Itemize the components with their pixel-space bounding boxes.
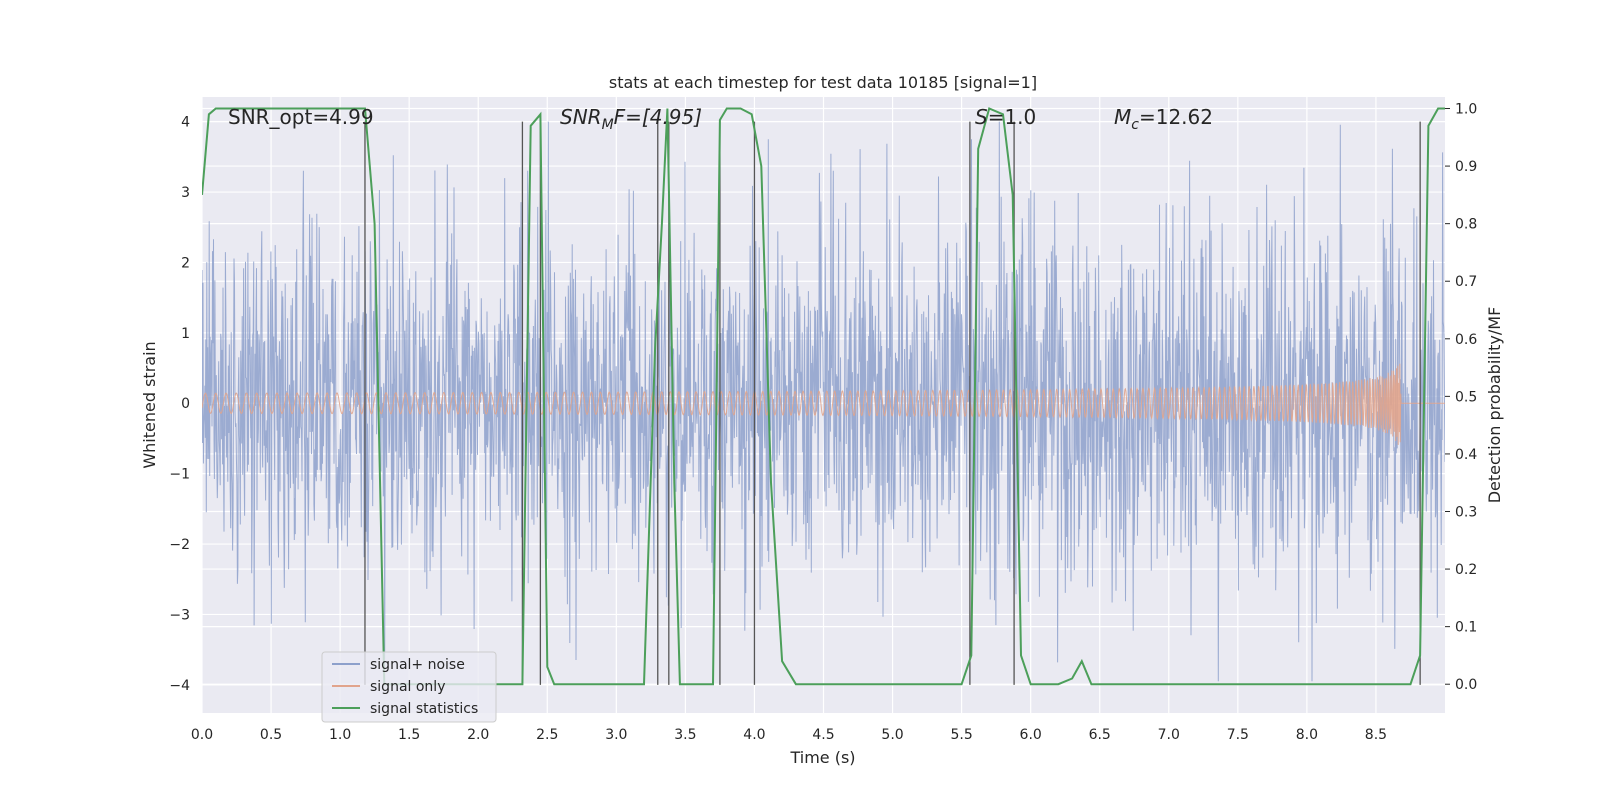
annotation-s-rest: =1.0 [988, 105, 1037, 129]
y-left-tick-label-4: 0 [181, 396, 190, 412]
y-right-tick-label-4: 0.6 [1455, 332, 1477, 348]
annotation-snr-mf-italic: SNR [560, 105, 602, 129]
x-tick-label-6: 3.0 [605, 727, 627, 743]
signal-noise-series [202, 121, 1445, 682]
y-right-tick-label-2: 0.8 [1455, 217, 1477, 233]
x-tick-label-10: 5.0 [881, 727, 903, 743]
x-tick-label-14: 7.0 [1158, 727, 1180, 743]
chart-title: stats at each timestep for test data 101… [609, 73, 1037, 92]
y-right-tick-label-3: 0.7 [1455, 274, 1477, 290]
y-right-tick-label-5: 0.5 [1455, 389, 1477, 405]
annotation-snr-mf: SNRMF=[4.95] [560, 105, 702, 133]
legend: signal+ noise signal only signal statist… [321, 651, 497, 723]
y-left-tick-label-0: 4 [181, 115, 190, 131]
y-left-tick-label-7: −3 [169, 607, 190, 623]
x-tick-labels: 0.0 0.5 1.0 1.5 2.0 2.5 3.0 3.5 4.0 4.5 5.0 5.5 6.0 6… [191, 727, 1387, 743]
y-left-tick-label-6: −2 [169, 537, 190, 553]
y-right-tick-labels: 1.0 0.9 0.8 0.7 0.6 0.5 0.4 0.3 0.2 0.1 0.0 [1445, 102, 1477, 693]
signal-only-series [202, 363, 1445, 445]
x-tick-label-2: 1.0 [329, 727, 351, 743]
y-left-tick-label-2: 2 [181, 255, 190, 271]
x-tick-label-1: 0.5 [260, 727, 282, 743]
x-tick-label-15: 7.5 [1227, 727, 1249, 743]
x-tick-label-0: 0.0 [191, 727, 213, 743]
y-right-tick-label-6: 0.4 [1455, 447, 1477, 463]
legend-label-signal-only: signal only [370, 679, 445, 695]
annotation-snr-mf-rest: F=[4.95] [614, 105, 702, 129]
y-left-tick-label-3: 1 [181, 326, 190, 342]
y-left-tick-labels: 4 3 2 1 0 −1 −2 −3 −4 [169, 115, 190, 694]
annotation-mc-rest: =12.62 [1139, 105, 1213, 129]
x-tick-label-11: 5.5 [950, 727, 972, 743]
legend-box [321, 651, 497, 723]
x-tick-label-17: 8.5 [1365, 727, 1387, 743]
y-right-axis-label: Detection probability/MF [1485, 307, 1504, 504]
annotation-s: S=1.0 [975, 105, 1036, 129]
annotation-mc-sub: c [1131, 117, 1139, 133]
annotation-mc-italic: M [1114, 105, 1131, 129]
event-markers [364, 121, 1421, 685]
y-left-tick-label-5: −1 [169, 467, 190, 483]
x-tick-label-4: 2.0 [467, 727, 489, 743]
legend-label-signal-statistics: signal statistics [370, 701, 478, 717]
annotation-s-italic: S [975, 105, 988, 129]
y-left-tick-label-8: −4 [169, 678, 190, 694]
y-right-tick-label-1: 0.9 [1455, 159, 1477, 175]
y-right-tick-label-9: 0.1 [1455, 620, 1477, 636]
y-right-tick-label-0: 1.0 [1455, 102, 1477, 118]
y-right-tick-label-8: 0.2 [1455, 562, 1477, 578]
x-tick-label-13: 6.5 [1089, 727, 1111, 743]
x-tick-label-3: 1.5 [398, 727, 420, 743]
x-tick-label-7: 3.5 [674, 727, 696, 743]
x-tick-label-16: 8.0 [1296, 727, 1318, 743]
annotation-snr-mf-sub: M [602, 117, 614, 133]
x-tick-label-5: 2.5 [536, 727, 558, 743]
legend-label-signal-noise: signal+ noise [370, 657, 465, 673]
annotation-mc: Mc=12.62 [1114, 105, 1213, 133]
x-axis-label: Time (s) [789, 748, 855, 767]
x-tick-label-8: 4.0 [743, 727, 765, 743]
y-left-tick-label-1: 3 [181, 185, 190, 201]
x-tick-label-12: 6.0 [1020, 727, 1042, 743]
x-tick-label-9: 4.5 [812, 727, 834, 743]
annotation-snr-opt: SNR_opt=4.99 [228, 105, 374, 129]
y-right-tick-label-10: 0.0 [1455, 677, 1477, 693]
y-right-tick-label-7: 0.3 [1455, 505, 1477, 521]
y-left-axis-label: Whitened strain [140, 341, 159, 468]
